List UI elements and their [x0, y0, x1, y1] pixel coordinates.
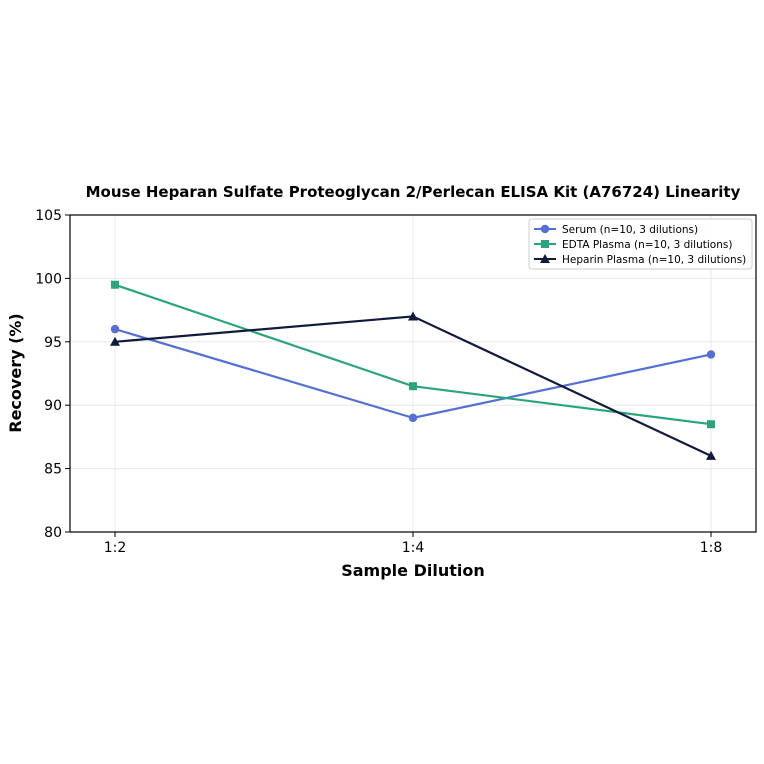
legend-item: Serum (n=10, 3 dilutions): [534, 224, 698, 236]
x-tick-label: 1:8: [700, 540, 723, 556]
legend-box: [528, 218, 753, 270]
data-point: [111, 280, 119, 289]
data-point: [110, 336, 120, 346]
x-tick-label: 1:2: [104, 540, 127, 556]
data-point: [706, 350, 716, 359]
legend-marker: [541, 240, 549, 248]
plot-area-frame: [69, 214, 757, 533]
series-3: [110, 311, 716, 460]
legend-items: Serum (n=10, 3 dilutions) EDTA Plasma (n=…: [534, 224, 746, 266]
y-tick-label: 85: [44, 462, 62, 478]
data-point: [110, 324, 120, 334]
data-point: [707, 420, 715, 429]
axis-ticks: 80 85 90 95 100 105 1:2 1:4 1:8: [35, 208, 722, 556]
series-2: [111, 280, 715, 429]
y-tick-label: 90: [44, 398, 62, 414]
legend-label: Heparin Plasma (n=10, 3 dilutions): [562, 254, 746, 266]
legend-item: Heparin Plasma (n=10, 3 dilutions): [534, 254, 746, 266]
series-group: [110, 280, 716, 460]
y-tick-label: 95: [44, 335, 62, 351]
chart-title: Mouse Heparan Sulfate Proteoglycan 2/Per…: [86, 183, 741, 201]
y-tick-label: 100: [35, 271, 62, 287]
y-axis-label: Recovery (%): [6, 313, 25, 432]
x-tick-label: 1:4: [402, 540, 425, 556]
series-1: [110, 324, 716, 423]
x-axis-label: Sample Dilution: [341, 561, 485, 580]
data-point: [408, 413, 418, 423]
y-tick-label: 105: [35, 208, 62, 224]
data-point: [409, 382, 417, 391]
legend-label: EDTA Plasma (n=10, 3 dilutions): [562, 239, 732, 251]
legend-item: EDTA Plasma (n=10, 3 dilutions): [534, 239, 732, 251]
legend: Serum (n=10, 3 dilutions) EDTA Plasma (n=…: [528, 218, 753, 270]
data-point: [706, 450, 716, 460]
data-point: [408, 311, 418, 321]
legend-marker: [540, 254, 550, 263]
y-tick-label: 80: [44, 525, 62, 541]
legend-label: Serum (n=10, 3 dilutions): [562, 224, 698, 236]
legend-marker: [540, 224, 550, 234]
